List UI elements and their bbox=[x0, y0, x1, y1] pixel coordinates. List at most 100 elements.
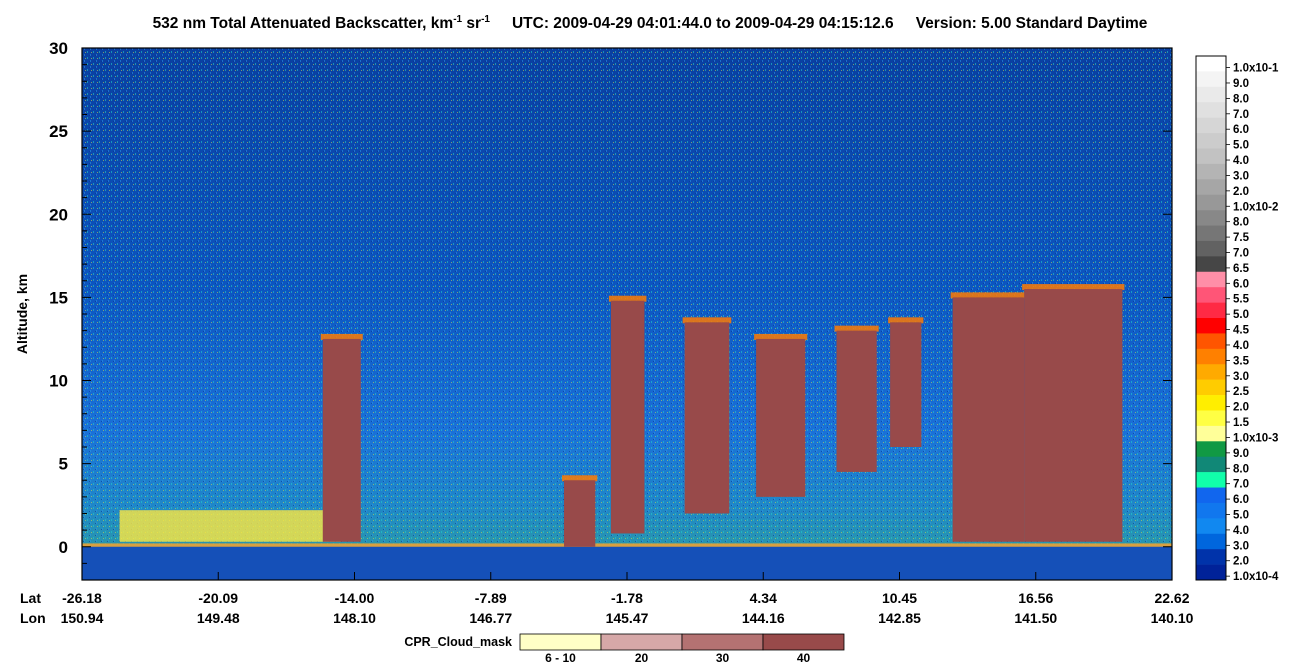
colorbar-swatch bbox=[1196, 533, 1226, 550]
colorbar-swatch bbox=[1196, 148, 1226, 165]
x-row-label-lon: Lon bbox=[20, 610, 46, 626]
cloud-top-edge bbox=[888, 317, 924, 324]
colorbar-label: 7.5 bbox=[1233, 232, 1250, 244]
x-tick-lat: -7.89 bbox=[475, 590, 507, 606]
colorbar-label: 1.0x10-2 bbox=[1233, 201, 1278, 213]
x-tick-lon: 145.47 bbox=[606, 610, 649, 626]
x-tick-lat: -26.18 bbox=[62, 590, 102, 606]
colorbar-label: 9.0 bbox=[1233, 78, 1249, 90]
colorbar-swatch bbox=[1196, 194, 1226, 211]
x-tick-lat: 22.62 bbox=[1154, 590, 1189, 606]
colorbar-label: 3.0 bbox=[1233, 170, 1249, 182]
title-utc: UTC: 2009-04-29 04:01:44.0 to 2009-04-29… bbox=[511, 15, 894, 32]
x-tick-lat: 10.45 bbox=[882, 590, 917, 606]
colorbar-swatch bbox=[1196, 379, 1226, 396]
colorbar-swatch bbox=[1196, 225, 1226, 242]
colorbar-swatch bbox=[1196, 318, 1226, 334]
colorbar-swatch bbox=[1196, 395, 1226, 411]
colorbar-swatch bbox=[1196, 564, 1226, 581]
colorbar-label: 6.5 bbox=[1233, 263, 1250, 275]
y-tick-label: 15 bbox=[49, 288, 68, 307]
x-tick-lat: 16.56 bbox=[1018, 590, 1053, 606]
title-version: Version: 5.00 Standard Daytime bbox=[915, 15, 1148, 32]
colorbar-swatch bbox=[1196, 56, 1226, 72]
cloud-mask-swatch bbox=[519, 633, 602, 651]
colorbar-label: 2.5 bbox=[1233, 386, 1250, 398]
colorbar-label: 3.5 bbox=[1233, 355, 1250, 367]
y-tick-label: 25 bbox=[49, 122, 68, 141]
cloud-top-edge bbox=[320, 333, 363, 340]
colorbar-swatch bbox=[1196, 210, 1226, 226]
colorbar-swatch bbox=[1196, 240, 1226, 257]
x-row-label-lat: Lat bbox=[20, 590, 41, 606]
colorbar-label: 2.0 bbox=[1233, 402, 1249, 414]
colorbar-label: 9.0 bbox=[1233, 448, 1249, 460]
title-product: 532 nm Total Attenuated Backscatter, km-… bbox=[152, 14, 490, 32]
x-tick-lat: -20.09 bbox=[198, 590, 238, 606]
colorbar-swatch bbox=[1196, 102, 1226, 118]
colorbar-swatch bbox=[1196, 117, 1226, 134]
colorbar-swatch bbox=[1196, 487, 1226, 504]
x-tick-lon: 140.10 bbox=[1151, 610, 1194, 626]
colorbar-swatch bbox=[1196, 472, 1226, 488]
cloud-top-edge bbox=[754, 333, 808, 340]
colorbar-label: 4.5 bbox=[1233, 325, 1250, 337]
y-tick-label: 20 bbox=[49, 205, 68, 224]
cloud-top-edge bbox=[682, 317, 732, 324]
cloud-feature bbox=[1024, 289, 1123, 542]
colorbar-label: 7.0 bbox=[1233, 479, 1249, 491]
colorbar-swatch bbox=[1196, 133, 1226, 149]
x-tick-lon: 148.10 bbox=[333, 610, 376, 626]
y-axis-label: Altitude, km bbox=[14, 274, 30, 354]
colorbar-label: 7.0 bbox=[1233, 248, 1249, 260]
colorbar-label: 5.0 bbox=[1233, 140, 1249, 152]
colorbar-swatch bbox=[1196, 502, 1226, 519]
cloud-feature bbox=[952, 297, 1025, 542]
cloud-mask-title: CPR_Cloud_mask bbox=[404, 635, 512, 649]
colorbar-label: 8.0 bbox=[1233, 463, 1249, 475]
cloud-mask-bin-label: 6 - 10 bbox=[545, 651, 576, 665]
cloud-feature bbox=[610, 300, 645, 534]
cloud-feature bbox=[322, 338, 361, 542]
colorbar-label: 6.0 bbox=[1233, 278, 1249, 290]
cloud-mask-legend: CPR_Cloud_mask 6 - 10 20 30 40 bbox=[404, 633, 845, 665]
colorbar-label: 2.0 bbox=[1233, 186, 1249, 198]
colorbar: 1.0x10-1 9.0 8.0 7.0 6.0 5.0 4.0 3.0 2.0 1.0x10-2… bbox=[1195, 55, 1279, 583]
colorbar-swatch bbox=[1196, 456, 1226, 473]
cloud-feature bbox=[684, 322, 730, 514]
x-tick-lon: 150.94 bbox=[61, 610, 104, 626]
colorbar-swatch bbox=[1196, 441, 1226, 458]
y-tick-label: 0 bbox=[59, 538, 68, 557]
cloud-features-layer bbox=[320, 284, 1125, 547]
aerosol-layer bbox=[119, 510, 341, 542]
x-tick-lon: 149.48 bbox=[197, 610, 240, 626]
y-tick-label: 5 bbox=[59, 455, 68, 474]
colorbar-swatch bbox=[1196, 256, 1226, 273]
colorbar-swatch bbox=[1196, 179, 1226, 196]
colorbar-label: 5.5 bbox=[1233, 294, 1250, 306]
colorbar-label: 4.0 bbox=[1233, 525, 1249, 537]
surface-line bbox=[82, 543, 1172, 548]
x-tick-lon: 142.85 bbox=[878, 610, 921, 626]
cloud-mask-bin-label: 30 bbox=[716, 651, 730, 665]
colorbar-label: 1.0x10-4 bbox=[1233, 571, 1279, 583]
cloud-top-edge bbox=[1022, 284, 1125, 291]
cloud-feature bbox=[890, 322, 922, 447]
y-tick-label: 30 bbox=[49, 39, 68, 58]
colorbar-swatch bbox=[1196, 271, 1226, 288]
x-tick-lat: -1.78 bbox=[611, 590, 643, 606]
colorbar-swatch bbox=[1196, 348, 1226, 365]
colorbar-swatch bbox=[1196, 549, 1226, 565]
colorbar-label: 3.0 bbox=[1233, 371, 1249, 383]
x-tick-lon: 144.16 bbox=[742, 610, 785, 626]
cloud-feature bbox=[836, 330, 877, 472]
x-tick-lat: 4.34 bbox=[750, 590, 777, 606]
cloud-mask-bin-label: 20 bbox=[635, 651, 649, 665]
x-tick-lon: 146.77 bbox=[469, 610, 512, 626]
colorbar-label: 1.0x10-1 bbox=[1233, 63, 1279, 75]
colorbar-label: 8.0 bbox=[1233, 217, 1249, 229]
colorbar-swatch bbox=[1196, 364, 1226, 380]
colorbar-label: 3.0 bbox=[1233, 540, 1249, 552]
cloud-mask-swatch bbox=[762, 633, 845, 651]
